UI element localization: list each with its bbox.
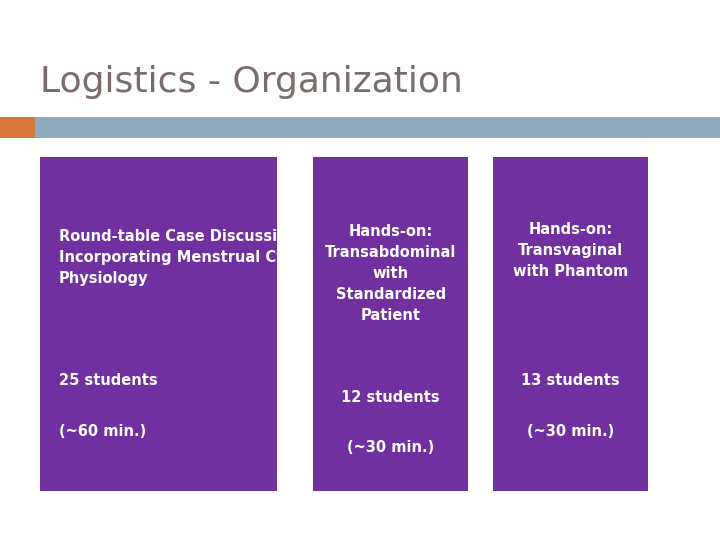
Text: Round-table Case Discussion
Incorporating Menstrual Cycle
Physiology: Round-table Case Discussion Incorporatin…	[58, 228, 309, 286]
Bar	[35, 117, 720, 138]
Text: Hands-on:
Transabdominal
with
Standardized
Patient: Hands-on: Transabdominal with Standardiz…	[325, 224, 456, 323]
Bar	[313, 157, 468, 491]
Text: (~30 min.): (~30 min.)	[347, 441, 434, 455]
Text: Hands-on:
Transvaginal
with Phantom: Hands-on: Transvaginal with Phantom	[513, 222, 629, 279]
Text: 25 students: 25 students	[58, 374, 157, 388]
Text: 12 students: 12 students	[341, 390, 440, 405]
Text: (~60 min.): (~60 min.)	[58, 424, 146, 438]
Bar	[493, 157, 648, 491]
Bar	[40, 157, 277, 491]
Bar	[0, 117, 35, 138]
Text: 13 students: 13 students	[521, 374, 620, 388]
Text: Logistics - Organization: Logistics - Organization	[40, 65, 462, 99]
Text: (~30 min.): (~30 min.)	[527, 424, 614, 438]
